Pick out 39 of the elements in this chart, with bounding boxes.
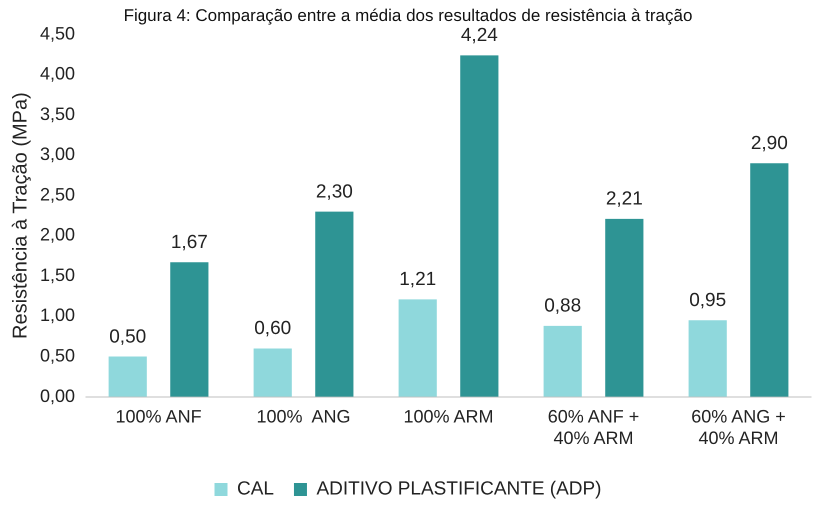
y-tick-label: 4,50 xyxy=(40,23,76,44)
x-tick-label: 100% ARM xyxy=(403,406,494,427)
x-tick-label: 100% ANG xyxy=(256,406,351,427)
data-label: 1,67 xyxy=(170,232,208,254)
bar xyxy=(750,163,788,397)
data-label: 4,24 xyxy=(460,25,498,46)
bar xyxy=(108,356,147,397)
x-tick-label: 100% ANF xyxy=(116,406,202,427)
y-tick-label: 0,50 xyxy=(40,346,76,366)
y-tick-label: 2,50 xyxy=(40,184,76,204)
legend-label: CAL xyxy=(237,478,274,500)
data-label: 1,21 xyxy=(399,269,436,290)
y-tick-label: 3,50 xyxy=(40,104,76,124)
bar xyxy=(460,55,498,397)
y-tick-label: 3,00 xyxy=(40,144,76,164)
legend-label: ADITIVO PLASTIFICANTE (ADP) xyxy=(316,478,602,500)
x-tick-label: 60% ANG + 40% ARM xyxy=(691,406,786,448)
data-label: 0,60 xyxy=(254,318,292,340)
bar xyxy=(315,212,354,397)
data-label: 0,88 xyxy=(544,296,582,317)
y-tick-label: 0,00 xyxy=(40,386,76,406)
bar xyxy=(398,299,437,397)
data-label: 0,95 xyxy=(689,290,726,312)
bar xyxy=(170,262,208,397)
bar xyxy=(254,348,292,397)
data-label: 2,90 xyxy=(750,132,788,154)
chart-title: Figura 4: Comparação entre a média dos resultados de resistência à tração xyxy=(124,6,692,25)
y-tick-label: 1,50 xyxy=(40,264,76,285)
y-axis-title: Resistência à Tração (MPa) xyxy=(10,92,32,339)
bar xyxy=(688,320,727,397)
data-label: 2,21 xyxy=(606,188,643,210)
x-tick-label: 60% ANF + 40% ARM xyxy=(548,406,640,448)
bar xyxy=(544,326,582,397)
y-tick-label: 2,00 xyxy=(40,224,76,245)
data-label: 2,30 xyxy=(316,181,353,202)
y-tick-label: 1,00 xyxy=(40,305,76,326)
y-tick-label: 4,00 xyxy=(40,64,76,84)
bar xyxy=(605,218,644,397)
data-label: 0,50 xyxy=(109,326,146,348)
